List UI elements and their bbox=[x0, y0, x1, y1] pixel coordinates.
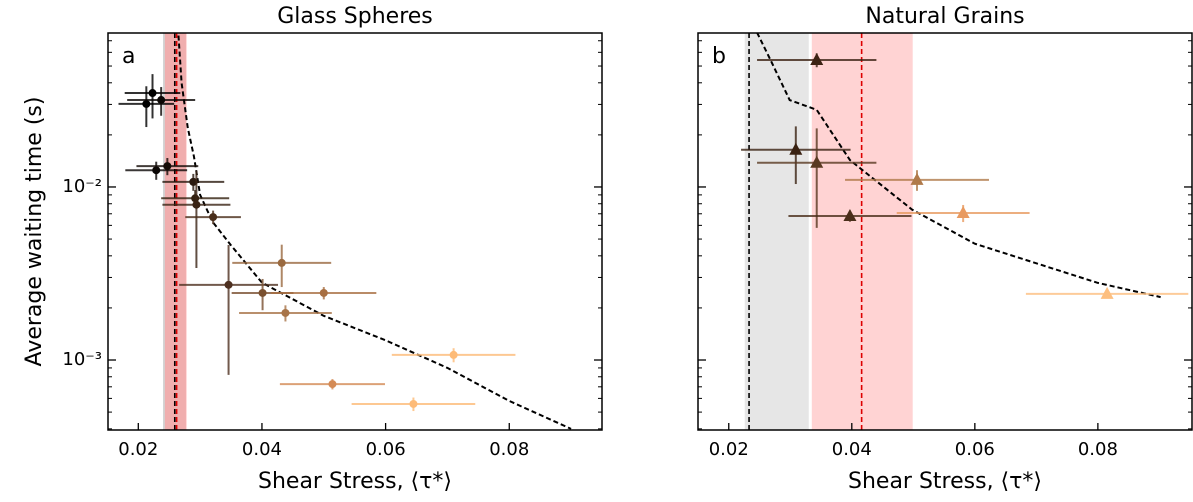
plot-area bbox=[741, 33, 1189, 430]
marker bbox=[956, 206, 970, 219]
x-tick-label: 0.06 bbox=[955, 439, 995, 460]
marker bbox=[843, 208, 857, 221]
marker bbox=[810, 155, 824, 168]
y-axis-label: Average waiting time (s) bbox=[22, 97, 47, 367]
marker bbox=[142, 99, 151, 108]
fit-curve bbox=[756, 33, 1161, 299]
panel-label: a bbox=[122, 44, 135, 69]
x-tick-label: 0.02 bbox=[118, 439, 158, 460]
x-tick-label: 0.08 bbox=[1078, 439, 1118, 460]
x-tick-label: 0.04 bbox=[242, 439, 282, 460]
marker bbox=[281, 308, 290, 317]
marker bbox=[910, 172, 924, 185]
marker bbox=[449, 350, 458, 359]
marker bbox=[258, 288, 267, 297]
panel: 0.02 0.04 0.06 0.08 10⁻³ 10⁻² Glass Spheres a Sh… bbox=[22, 4, 603, 494]
x-tick-label: 0.02 bbox=[709, 439, 749, 460]
plot-area bbox=[118, 33, 572, 430]
marker bbox=[810, 52, 824, 65]
threshold-band bbox=[744, 33, 809, 430]
x-axis-label: Shear Stress, ⟨τ*⟩ bbox=[848, 469, 1042, 494]
marker bbox=[157, 96, 166, 105]
marker bbox=[148, 89, 157, 98]
marker bbox=[192, 200, 201, 209]
marker bbox=[152, 166, 161, 175]
axes-frame bbox=[107, 32, 603, 431]
marker bbox=[209, 213, 218, 222]
y-tick-label: 10⁻³ bbox=[62, 349, 102, 370]
fit-curve bbox=[177, 35, 572, 430]
x-tick-label: 0.08 bbox=[489, 439, 529, 460]
marker bbox=[328, 380, 337, 389]
marker bbox=[1100, 286, 1114, 299]
marker bbox=[789, 142, 803, 155]
marker bbox=[163, 162, 172, 171]
marker bbox=[409, 399, 418, 408]
marker bbox=[189, 177, 198, 186]
marker bbox=[319, 288, 328, 297]
chart-title: Glass Spheres bbox=[277, 4, 433, 29]
chart-title: Natural Grains bbox=[865, 4, 1024, 29]
x-tick-label: 0.06 bbox=[366, 439, 406, 460]
panel: 0.02 0.04 0.06 0.08 Natural Grains b Shear Str… bbox=[697, 4, 1193, 494]
x-axis-label: Shear Stress, ⟨τ*⟩ bbox=[258, 469, 452, 494]
threshold-band bbox=[164, 33, 187, 430]
axes-frame bbox=[697, 32, 1193, 431]
x-tick-label: 0.04 bbox=[832, 439, 872, 460]
marker bbox=[277, 258, 286, 267]
marker bbox=[224, 280, 233, 289]
y-tick-label: 10⁻² bbox=[62, 176, 102, 197]
panel-label: b bbox=[712, 44, 726, 69]
